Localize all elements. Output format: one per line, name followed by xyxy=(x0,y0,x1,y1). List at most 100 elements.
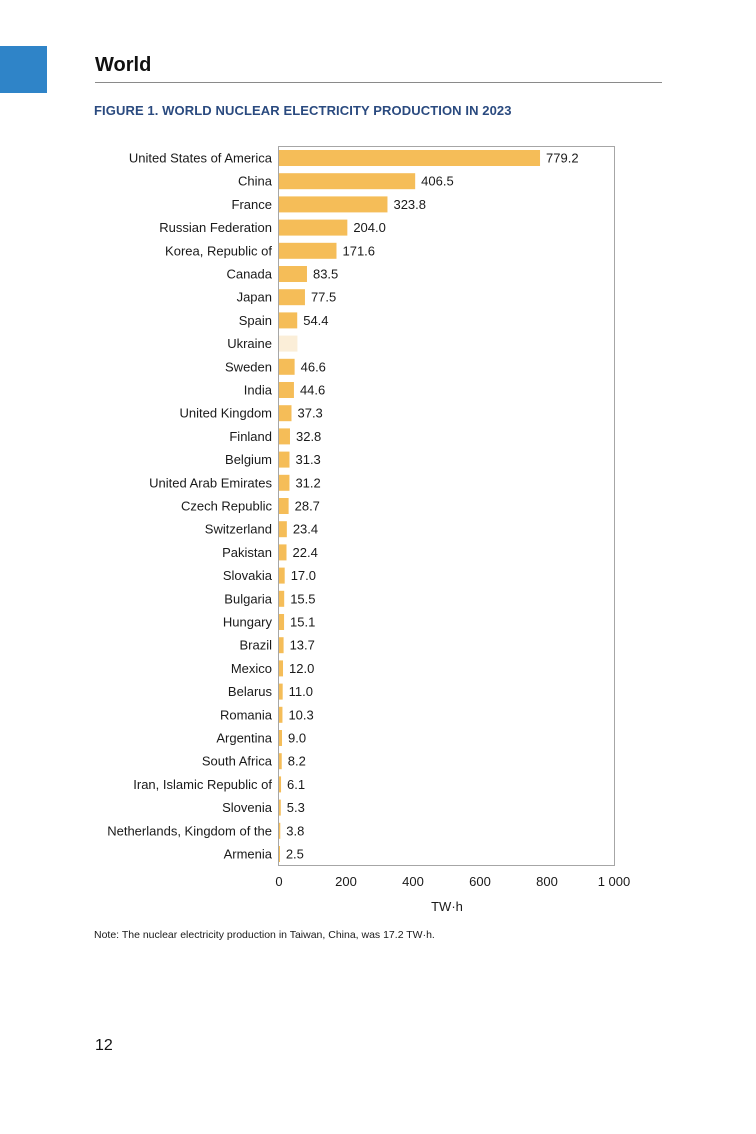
bar xyxy=(279,637,284,654)
value-label: 10.3 xyxy=(288,707,313,722)
category-label: Slovakia xyxy=(223,568,273,583)
category-label: China xyxy=(238,174,273,189)
value-label: 83.5 xyxy=(313,267,338,282)
category-label: United States of America xyxy=(129,151,273,166)
category-label: Spain xyxy=(239,313,272,328)
category-label: United Arab Emirates xyxy=(149,475,272,490)
value-label: 3.8 xyxy=(286,823,304,838)
value-label: 9.0 xyxy=(288,731,306,746)
bar xyxy=(279,730,283,746)
bar xyxy=(279,196,388,213)
plot-area-frame xyxy=(278,146,615,866)
value-label: 28.7 xyxy=(295,499,320,514)
category-label: India xyxy=(244,383,273,398)
value-label: 204.0 xyxy=(353,220,386,235)
value-label: 171.6 xyxy=(342,243,375,258)
value-label: 44.6 xyxy=(300,383,325,398)
category-labels: United States of America China France Russi… xyxy=(107,151,273,862)
bar xyxy=(279,498,289,514)
section-title: World xyxy=(95,54,152,76)
category-label: Slovenia xyxy=(222,800,273,815)
value-label: 54.4 xyxy=(303,313,328,328)
bar xyxy=(279,428,290,445)
value-label: 2.5 xyxy=(286,847,304,862)
bar xyxy=(279,660,284,677)
value-label: 22.4 xyxy=(293,545,318,560)
value-label: 23.4 xyxy=(293,522,318,537)
value-label: 77.5 xyxy=(311,290,336,305)
bar xyxy=(279,219,348,236)
category-label: Czech Republic xyxy=(181,499,273,514)
value-label: 6.1 xyxy=(287,777,305,792)
page-number: 12 xyxy=(95,1037,113,1054)
bar xyxy=(279,173,416,190)
x-tick-label: 0 xyxy=(275,874,282,889)
x-tick-label: 400 xyxy=(402,874,424,889)
x-tick-label: 200 xyxy=(335,874,357,889)
category-label: Romania xyxy=(220,707,273,722)
category-label: Mexico xyxy=(231,661,272,676)
section-tab-marker xyxy=(0,46,47,93)
category-label: Belarus xyxy=(228,684,273,699)
category-label: Ukraine xyxy=(227,336,272,351)
category-label: South Africa xyxy=(202,754,273,769)
bar xyxy=(279,150,541,166)
bar xyxy=(279,382,294,398)
bar xyxy=(279,590,285,607)
x-tick-label: 600 xyxy=(469,874,491,889)
bar xyxy=(279,822,281,839)
value-label: 323.8 xyxy=(393,197,426,212)
category-label: Hungary xyxy=(223,615,273,630)
bar xyxy=(279,266,307,282)
category-label: United Kingdom xyxy=(180,406,273,421)
x-axis-ticks: 0 200 400 600 800 1 000 xyxy=(275,874,630,889)
bar xyxy=(279,614,285,630)
category-label: Pakistan xyxy=(222,545,272,560)
category-label: Bulgaria xyxy=(224,591,272,606)
figure-title: FIGURE 1. WORLD NUCLEAR ELECTRICITY PROD… xyxy=(94,103,512,118)
category-label: Belgium xyxy=(225,452,272,467)
category-label: Japan xyxy=(237,290,272,305)
value-label: 37.3 xyxy=(297,406,322,421)
value-label: 5.3 xyxy=(287,800,305,815)
category-label: Korea, Republic of xyxy=(165,243,272,258)
bar xyxy=(279,753,282,770)
bar xyxy=(279,567,285,584)
value-label: 32.8 xyxy=(296,429,321,444)
bar xyxy=(279,544,287,561)
value-label: 31.2 xyxy=(295,475,320,490)
category-label: Armenia xyxy=(224,847,273,862)
category-label: Brazil xyxy=(239,638,272,653)
x-tick-label: 1 000 xyxy=(598,874,631,889)
bar xyxy=(279,242,337,259)
bar xyxy=(279,405,292,422)
figure-note: Note: The nuclear electricity production… xyxy=(94,929,435,941)
category-label: Iran, Islamic Republic of xyxy=(133,777,272,792)
section-divider xyxy=(95,82,662,83)
category-label: France xyxy=(232,197,272,212)
value-label: 17.0 xyxy=(291,568,316,583)
bar xyxy=(279,335,298,352)
bar xyxy=(279,451,290,468)
bar xyxy=(279,776,282,793)
x-axis-label: TW·h xyxy=(431,899,463,914)
value-label: 11.0 xyxy=(289,684,313,699)
value-label: 12.0 xyxy=(289,661,314,676)
bar-chart: United States of America China France Russi… xyxy=(107,146,630,914)
value-label: 779.2 xyxy=(546,151,579,166)
category-label: Argentina xyxy=(216,731,272,746)
category-label: Netherlands, Kingdom of the xyxy=(107,823,272,838)
bar xyxy=(279,521,287,538)
bar xyxy=(279,799,281,816)
value-label: 8.2 xyxy=(288,754,306,769)
x-tick-label: 800 xyxy=(536,874,558,889)
category-label: Switzerland xyxy=(205,522,272,537)
value-labels: 779.2 406.5 323.8 204.0 171.6 83.5 77.5 54.4 46.… xyxy=(286,151,579,862)
value-label: 31.3 xyxy=(295,452,320,467)
category-label: Finland xyxy=(229,429,272,444)
bar xyxy=(279,683,283,700)
category-label: Sweden xyxy=(225,359,272,374)
bar xyxy=(279,312,298,329)
bars-layer xyxy=(279,150,541,862)
value-label: 15.1 xyxy=(290,615,315,630)
